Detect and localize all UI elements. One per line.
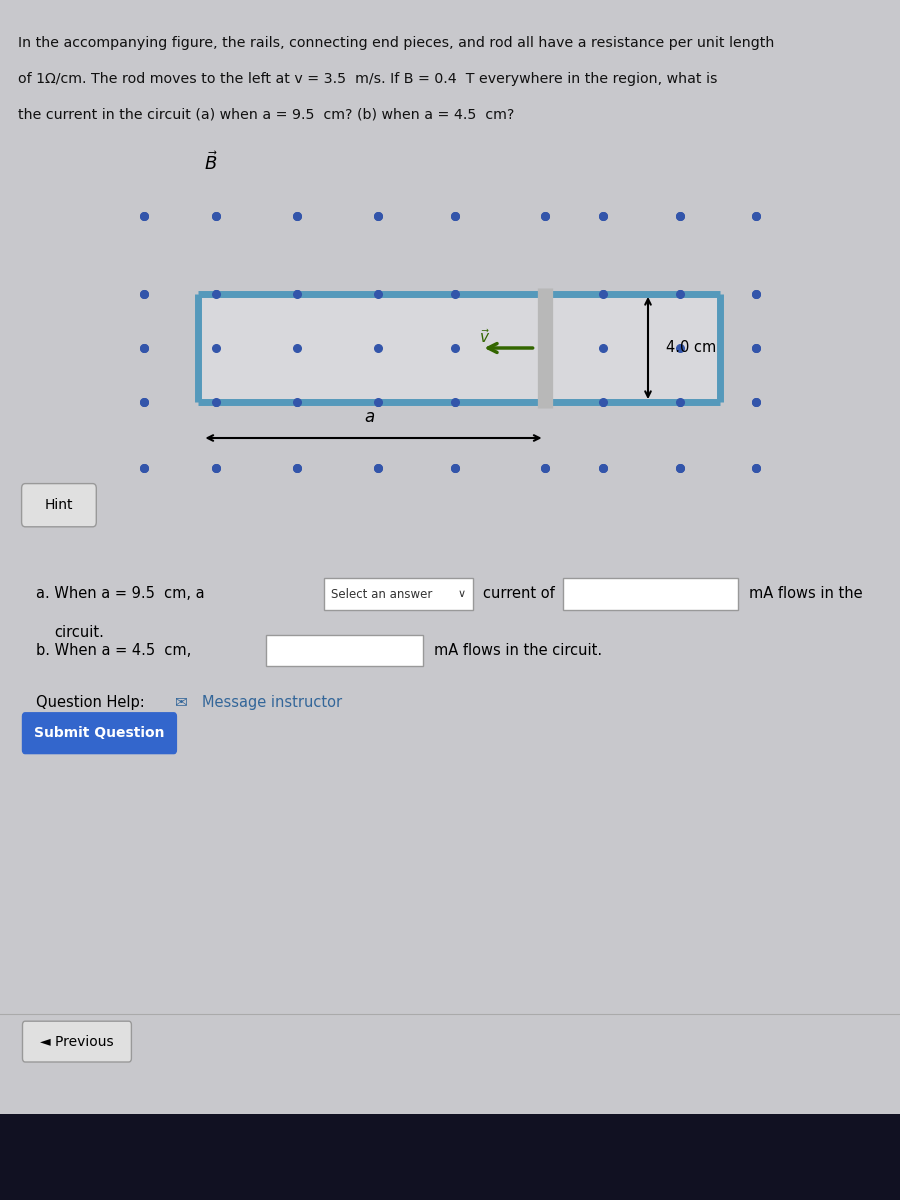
Text: In the accompanying figure, the rails, connecting end pieces, and rod all have a: In the accompanying figure, the rails, c…: [18, 36, 774, 50]
Bar: [198, 294, 720, 402]
Text: circuit.: circuit.: [54, 625, 104, 640]
Text: mA flows in the: mA flows in the: [749, 587, 862, 601]
FancyBboxPatch shape: [22, 713, 176, 754]
Text: of 1Ω/cm. The rod moves to the left at v = 3.5  m/s. If B = 0.4  T everywhere in: of 1Ω/cm. The rod moves to the left at v…: [18, 72, 717, 86]
Bar: [562, 578, 738, 610]
Text: current of: current of: [483, 587, 555, 601]
Text: Message instructor: Message instructor: [202, 695, 343, 709]
Text: $\vec{B}$: $\vec{B}$: [204, 151, 219, 174]
FancyBboxPatch shape: [22, 484, 96, 527]
Text: ✉: ✉: [176, 695, 188, 709]
Bar: [0, 1114, 900, 1200]
Text: ∨: ∨: [457, 589, 466, 599]
Bar: [324, 578, 472, 610]
Text: b. When a = 4.5  cm,: b. When a = 4.5 cm,: [36, 643, 191, 658]
Text: Submit Question: Submit Question: [34, 726, 165, 740]
Text: ◄ Previous: ◄ Previous: [40, 1034, 113, 1049]
Text: Select an answer: Select an answer: [331, 588, 433, 600]
FancyBboxPatch shape: [22, 1021, 131, 1062]
Text: a. When a = 9.5  cm, a: a. When a = 9.5 cm, a: [36, 587, 204, 601]
Text: Hint: Hint: [45, 498, 73, 512]
Text: Question Help:: Question Help:: [36, 695, 145, 709]
Text: 4.0 cm: 4.0 cm: [666, 341, 716, 355]
Text: a: a: [364, 408, 374, 426]
Text: mA flows in the circuit.: mA flows in the circuit.: [434, 643, 602, 658]
Text: $\vec{v}$: $\vec{v}$: [480, 328, 491, 346]
Bar: [266, 635, 423, 666]
Text: the current in the circuit (a) when a = 9.5  cm? (b) when a = 4.5  cm?: the current in the circuit (a) when a = …: [18, 108, 515, 122]
